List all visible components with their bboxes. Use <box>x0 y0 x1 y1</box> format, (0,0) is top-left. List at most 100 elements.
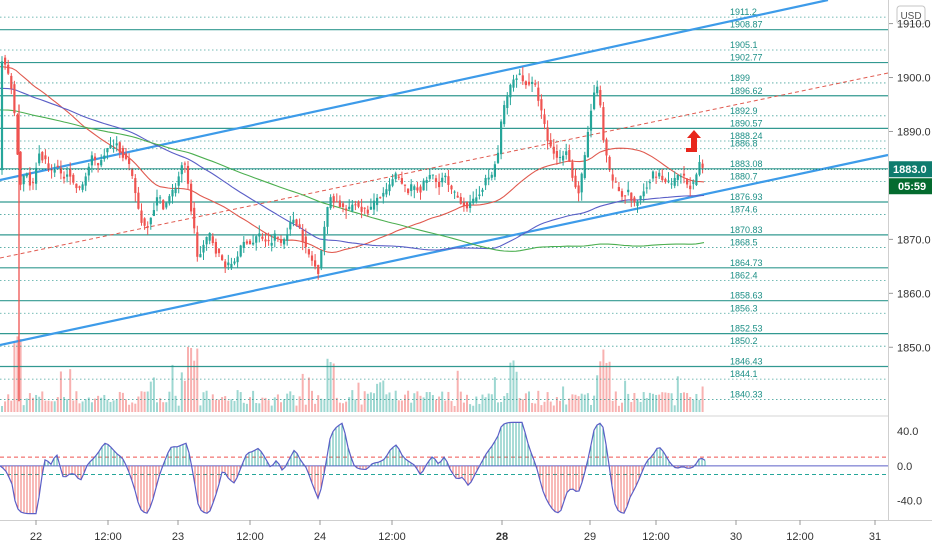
candle-body <box>679 176 682 178</box>
candle-body <box>490 174 493 178</box>
volume-bar <box>515 371 518 412</box>
candle-body <box>596 86 599 94</box>
candle-body <box>487 177 490 180</box>
volume-bar <box>4 401 7 412</box>
candle-body <box>357 201 360 207</box>
time-tick-label: 12:00 <box>786 531 814 543</box>
volume-bar <box>261 397 264 412</box>
volume-bar <box>224 396 227 412</box>
volume-bar <box>1 405 3 412</box>
candle-body <box>689 185 692 190</box>
candle-body <box>391 179 394 186</box>
volume-bar <box>633 392 636 412</box>
volume-bar <box>593 395 596 412</box>
volume-bar <box>388 392 391 412</box>
candle-body <box>503 105 506 125</box>
volume-bar <box>131 402 134 412</box>
last-price-label: 1883.0 <box>893 164 927 176</box>
level-label: 1852.53 <box>730 324 763 334</box>
volume-bar <box>202 392 205 412</box>
candle-body <box>341 203 345 207</box>
candle-body <box>128 158 131 165</box>
candle-body <box>84 176 87 186</box>
volume-bar <box>10 400 13 412</box>
volume-bar <box>143 391 146 412</box>
candle-body <box>196 232 199 257</box>
candle-body <box>419 186 422 193</box>
volume-bar <box>475 396 478 412</box>
volume-bar <box>35 394 38 412</box>
candle-body <box>695 174 698 186</box>
volume-bar <box>363 391 366 412</box>
volume-bar <box>7 394 10 412</box>
volume-bar <box>177 405 180 412</box>
volume-bar <box>617 405 620 412</box>
volume-bar <box>497 402 499 412</box>
volume-bar <box>218 399 220 412</box>
candle-body <box>441 177 444 183</box>
candles <box>0 54 704 402</box>
candle-body <box>69 168 72 177</box>
volume-bar <box>472 405 475 412</box>
volume-bar <box>459 391 462 412</box>
volume-bar <box>444 400 447 412</box>
volume-bar <box>214 399 217 412</box>
volume-bar <box>670 393 673 412</box>
candle-body <box>326 207 329 227</box>
candle-body <box>534 83 537 85</box>
candle-body <box>574 175 577 188</box>
candle-body <box>636 201 639 206</box>
candle-body <box>159 197 162 199</box>
candle-body <box>124 153 128 159</box>
candle-body <box>397 176 400 178</box>
volume-bar <box>676 376 679 412</box>
volume-bar <box>211 394 214 412</box>
candle-body <box>165 202 168 208</box>
volume-bar <box>394 390 397 412</box>
candle-body <box>515 78 518 80</box>
candle-body <box>7 64 10 74</box>
price-tick-label: 1900.0 <box>897 73 931 85</box>
volume-bar <box>462 402 465 412</box>
candle-body <box>360 206 363 212</box>
candle-body <box>66 174 69 177</box>
candle-body <box>31 182 35 184</box>
oscillator-tick-label: -40.0 <box>897 496 922 508</box>
volume-bar <box>193 360 196 412</box>
volume-bar <box>642 392 645 412</box>
candle-body <box>264 239 267 242</box>
candle-body <box>444 175 447 178</box>
candle-body <box>329 197 332 209</box>
time-tick-label: 22 <box>30 531 42 543</box>
time-tick-label: 30 <box>730 531 742 543</box>
candle-body <box>531 81 534 84</box>
volume-bar <box>199 405 202 412</box>
candle-body <box>608 156 611 171</box>
moving-average-blue-line <box>0 87 705 251</box>
volume-bar <box>549 401 552 412</box>
volume-bar <box>345 401 348 412</box>
candle-body <box>53 169 56 173</box>
candle-body <box>655 176 658 178</box>
candle-body <box>664 179 667 183</box>
volume-bar <box>245 403 248 412</box>
time-tick-label: 24 <box>314 531 326 543</box>
candle-body <box>276 236 279 238</box>
candle-body <box>261 236 264 239</box>
volume-bar <box>524 393 527 412</box>
oscillator-tick-label: 0.0 <box>897 461 912 473</box>
candle-body <box>16 114 19 155</box>
price-tick-label: 1850.0 <box>897 342 931 354</box>
candle-body <box>614 181 617 183</box>
candle-body <box>279 239 283 243</box>
volume-bar <box>32 397 34 412</box>
volume-bar <box>645 398 648 412</box>
candle-body <box>372 200 376 210</box>
candle-body <box>106 148 109 153</box>
volume-bar <box>534 403 537 412</box>
volume-bar <box>190 348 193 412</box>
candle-body <box>686 178 689 185</box>
candle-body <box>199 254 202 258</box>
